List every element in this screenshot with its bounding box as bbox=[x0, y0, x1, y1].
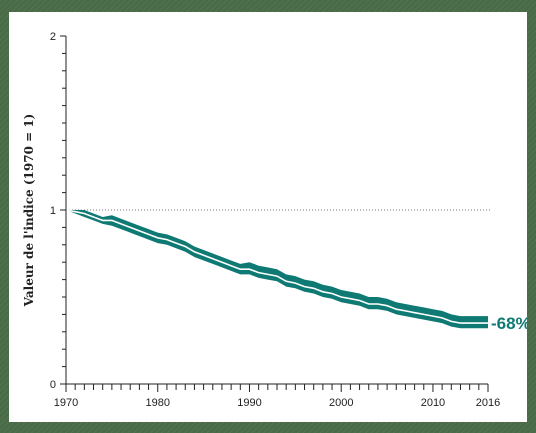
y-axis-title: Valeur de l'indice (1970 = 1) bbox=[22, 114, 36, 308]
index-chart: 0 1 2 1970 1980 1990 2000 2010 2016 Valeur de l'i… bbox=[22, 31, 527, 409]
index-line bbox=[65, 209, 488, 324]
axes bbox=[60, 35, 489, 392]
y-tick-label: 1 bbox=[50, 205, 56, 217]
x-tick-label: 1970 bbox=[54, 397, 78, 409]
y-tick-label: 2 bbox=[50, 31, 56, 43]
x-tick-label: 2010 bbox=[421, 397, 445, 409]
x-tick-label: 1990 bbox=[237, 397, 261, 409]
chart-panel: 0 1 2 1970 1980 1990 2000 2010 2016 Valeur de l'i… bbox=[9, 12, 527, 422]
x-tick-label: 2000 bbox=[329, 397, 353, 409]
index-line-layer bbox=[65, 209, 488, 324]
x-tick-label: 1980 bbox=[145, 397, 169, 409]
x-tick-label: 2016 bbox=[476, 397, 500, 409]
confidence-band-layer bbox=[66, 210, 488, 329]
y-tick-label: 0 bbox=[50, 379, 56, 391]
confidence-band bbox=[66, 210, 488, 329]
labels: 0 1 2 1970 1980 1990 2000 2010 2016 Valeur de l'i… bbox=[22, 31, 527, 409]
end-change-label: -68% bbox=[491, 314, 527, 333]
